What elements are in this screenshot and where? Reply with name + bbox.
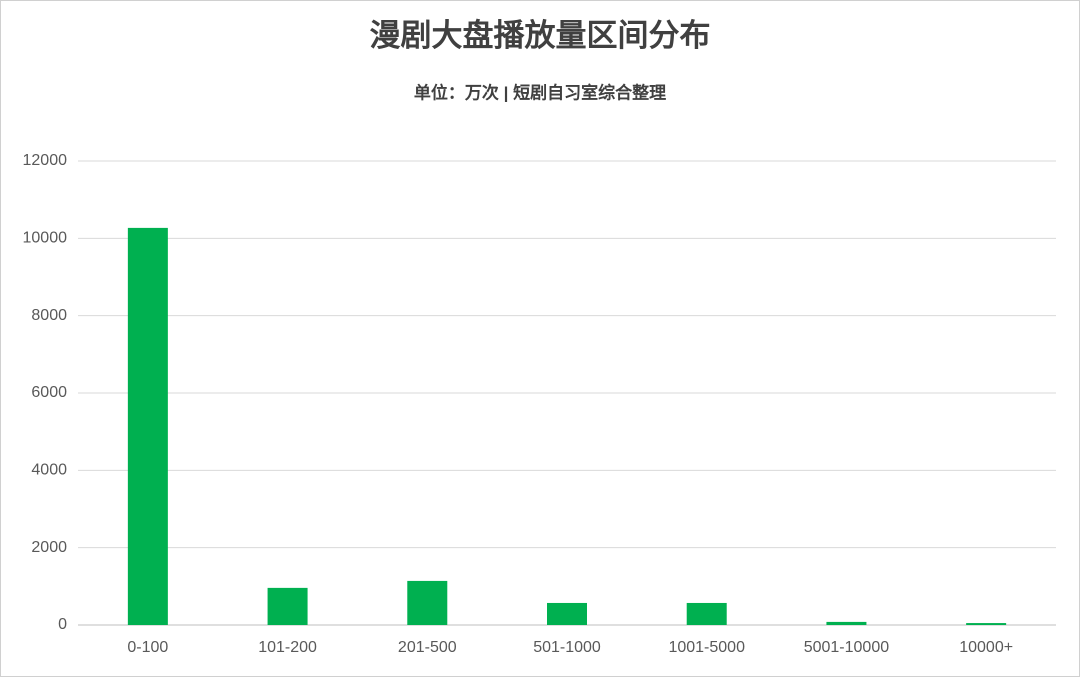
bar: [686, 602, 727, 625]
bar: [267, 587, 308, 625]
x-tick-label: 0-100: [127, 639, 168, 656]
y-tick-label: 8000: [31, 307, 67, 324]
chart-title: 漫剧大盘播放量区间分布: [370, 18, 711, 53]
y-tick-label: 2000: [31, 539, 67, 556]
y-tick-label: 10000: [23, 230, 68, 247]
y-tick-label: 12000: [23, 152, 68, 169]
x-tick-label: 501-1000: [533, 639, 601, 656]
x-tick-label: 5001-10000: [804, 639, 890, 656]
bar: [966, 623, 1007, 625]
bar: [547, 602, 587, 625]
bar: [127, 227, 168, 626]
y-tick-label: 6000: [31, 384, 67, 401]
x-tick-label: 101-200: [258, 639, 317, 656]
x-tick-label: 10000+: [959, 639, 1013, 656]
chart-subtitle: 单位：万次 | 短剧自习室综合整理: [414, 82, 666, 102]
x-tick-label: 201-500: [398, 639, 457, 656]
x-tick-label: 1001-5000: [668, 639, 745, 656]
y-tick-label: 0: [58, 616, 67, 633]
bar: [826, 621, 867, 625]
y-tick-label: 4000: [31, 462, 67, 479]
bar: [407, 580, 448, 625]
